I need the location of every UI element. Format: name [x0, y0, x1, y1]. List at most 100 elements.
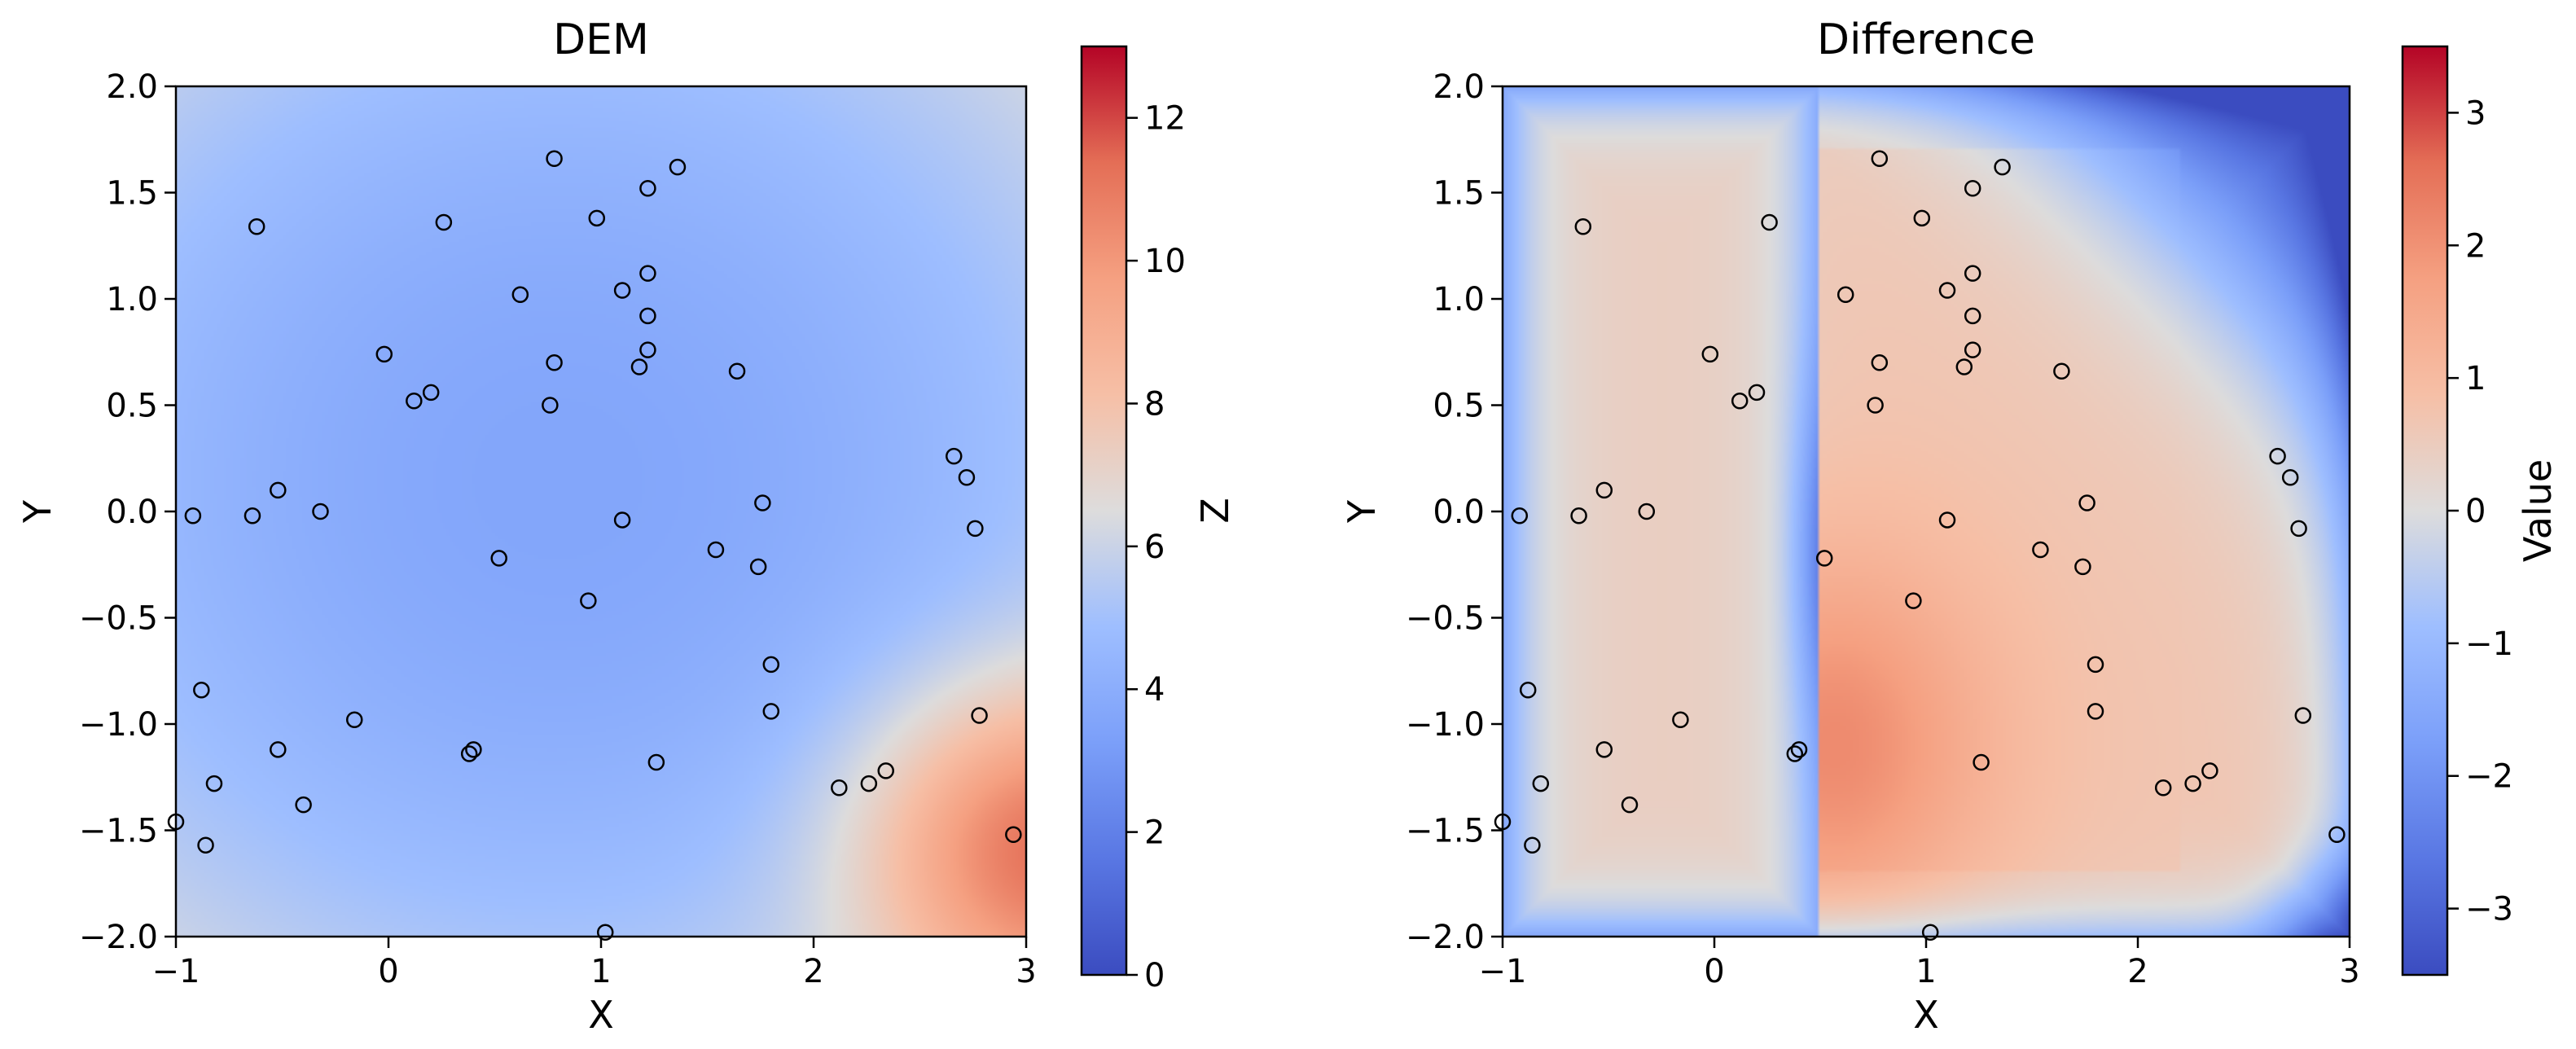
sample-point: [762, 656, 780, 674]
sample-point: [270, 741, 287, 758]
colorbar-tick-label: 6: [1144, 529, 1165, 566]
sample-point: [1964, 341, 1981, 358]
sample-point: [2087, 656, 2104, 674]
sample-point: [1621, 796, 1639, 814]
sample-point: [2078, 494, 2095, 511]
x-tick-label: 1: [1916, 953, 1936, 990]
y-tick-label: −0.5: [79, 600, 158, 638]
sample-point: [1973, 753, 1990, 771]
difference-colorbar: [2401, 45, 2449, 977]
difference-ylabel: Y: [1340, 499, 1384, 524]
sample-point: [728, 362, 746, 380]
difference-xlabel: X: [1913, 993, 1939, 1037]
x-tick-label: 3: [1016, 953, 1036, 990]
y-tick-label: −2.0: [1406, 919, 1485, 956]
difference-panel: Difference −1 0 1 2 3 −2.0 −1.5 −1.0 −0.5 0.0 0.5…: [1340, 15, 2560, 1037]
x-tick-label: −1: [152, 953, 200, 990]
y-tick-label: 1.5: [106, 175, 158, 213]
sample-point: [1570, 507, 1587, 524]
colorbar-tick-label: 3: [2465, 94, 2486, 132]
sample-point: [2154, 779, 2172, 797]
sample-point: [406, 393, 423, 410]
sample-point: [511, 286, 529, 304]
difference-colorbar-ticks: −3 −2 −1 0 1 2 3: [2447, 94, 2513, 928]
x-tick-label: −1: [1479, 953, 1527, 990]
sample-point: [1701, 345, 1719, 363]
sample-point: [971, 707, 988, 724]
dem-colorbar-ticks: 0 2 4 6 8 10 12: [1126, 100, 1186, 994]
y-tick-label: −1.5: [1406, 813, 1485, 850]
colorbar-tick-label: −2: [2465, 758, 2513, 796]
sample-point: [1761, 213, 1778, 231]
y-tick-label: 0.0: [106, 494, 158, 531]
sample-point: [613, 282, 631, 299]
sample-point: [2294, 707, 2312, 724]
sample-point: [1867, 397, 1884, 414]
x-tick-label: 2: [803, 953, 823, 990]
y-tick-label: 1.0: [106, 281, 158, 318]
colorbar-tick-label: 0: [2465, 493, 2486, 530]
sample-point: [184, 507, 202, 524]
sample-point: [197, 836, 214, 854]
sample-point: [193, 681, 210, 699]
sample-point: [647, 753, 665, 771]
sample-point: [1871, 150, 1889, 167]
sample-point: [669, 158, 687, 176]
sample-point: [546, 354, 563, 371]
sample-point: [1938, 511, 1956, 529]
difference-title: Difference: [1817, 15, 2035, 64]
sample-point: [1786, 745, 1804, 762]
sample-point: [1955, 358, 1973, 375]
sample-point: [1871, 354, 1889, 371]
y-tick-label: −1.0: [79, 706, 158, 744]
sample-point: [422, 384, 440, 402]
y-tick-label: 0.0: [1433, 494, 1485, 531]
sample-point: [1964, 265, 1981, 282]
sample-point: [460, 745, 478, 762]
sample-point: [1494, 813, 1512, 831]
sample-point: [546, 150, 563, 167]
sample-point: [1595, 741, 1613, 758]
sample-point: [2281, 468, 2299, 486]
dem-sample-points: [167, 150, 1022, 941]
sample-point: [613, 511, 631, 529]
sample-point: [1524, 836, 1541, 854]
sample-point: [1731, 393, 1749, 410]
dem-y-axis: −2.0 −1.5 −1.0 −0.5 0.0 0.5 1.0 1.5 2.0: [79, 68, 176, 956]
sample-point: [1748, 384, 1766, 402]
y-tick-label: 1.0: [1433, 281, 1485, 318]
x-tick-label: 0: [378, 953, 398, 990]
sample-point: [639, 265, 656, 282]
colorbar-tick-label: 8: [1144, 385, 1165, 423]
sample-point: [707, 541, 725, 559]
y-tick-label: 2.0: [1433, 68, 1485, 106]
x-tick-label: 3: [2339, 953, 2359, 990]
sample-point: [630, 358, 648, 375]
sample-point: [958, 468, 976, 486]
sample-point: [762, 703, 780, 720]
sample-point: [2087, 703, 2104, 720]
sample-point: [1964, 180, 1981, 197]
sample-point: [312, 503, 329, 520]
colorbar-tick-label: 2: [2465, 227, 2486, 265]
dem-x-axis: −1 0 1 2 3: [152, 937, 1037, 990]
difference-sample-points: [1494, 150, 2346, 941]
sample-point: [345, 711, 363, 729]
y-tick-label: 0.5: [1433, 388, 1485, 425]
sample-point: [490, 550, 507, 567]
sample-point: [244, 507, 261, 524]
colorbar-tick-label: 12: [1144, 100, 1186, 138]
sample-point: [1574, 218, 1592, 235]
dem-title: DEM: [553, 15, 649, 64]
y-tick-label: −2.0: [79, 919, 158, 956]
dem-colorbar: [1080, 45, 1128, 977]
sample-point: [860, 775, 878, 792]
sample-point: [435, 213, 453, 231]
sample-point: [639, 307, 656, 325]
dem-ylabel: Y: [15, 499, 59, 524]
difference-x-axis: −1 0 1 2 3: [1479, 937, 2360, 990]
sample-point: [2184, 775, 2201, 792]
sample-point: [1837, 286, 1854, 304]
sample-point: [542, 397, 559, 414]
sample-point: [580, 592, 597, 609]
